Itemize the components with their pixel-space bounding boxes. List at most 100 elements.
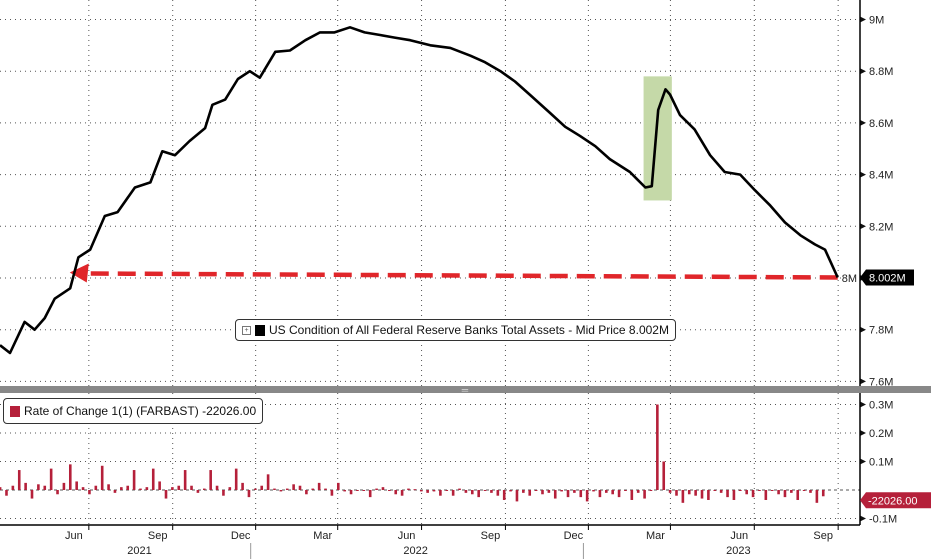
roc-bar <box>547 490 551 493</box>
roc-bar <box>68 464 72 490</box>
roc-bar <box>113 490 117 493</box>
roc-bar <box>349 490 353 495</box>
roc-bar <box>388 490 391 491</box>
roc-bar <box>362 490 366 491</box>
roc-bar <box>279 490 283 492</box>
roc-bar <box>49 468 53 490</box>
tick-arrow-icon <box>860 378 866 385</box>
roc-bar <box>604 490 608 493</box>
roc-bar <box>707 490 710 500</box>
y-tick-label: 8.2M <box>869 221 893 233</box>
roc-bar <box>330 490 334 496</box>
main-legend[interactable]: + US Condition of All Federal Reserve Ba… <box>235 319 676 341</box>
roc-bar <box>413 489 417 491</box>
roc-bar <box>809 490 812 493</box>
roc-bar <box>502 490 506 500</box>
roc-bar <box>656 404 659 490</box>
roc-bar <box>139 488 142 490</box>
roc-bar <box>381 487 385 490</box>
axes: 9M 8.8M 8.6M 8.4M 8.2M 8M 7.8M 7.6M 0.3M 0.2M 0.1M… <box>0 0 931 526</box>
highlight-box <box>643 76 672 201</box>
roc-bar <box>120 487 123 490</box>
roc-bar <box>458 488 461 490</box>
roc-bar <box>815 490 819 503</box>
roc-bar <box>394 490 398 495</box>
roc-bar <box>266 474 270 490</box>
roc-bar <box>630 490 634 500</box>
roc-bar <box>400 490 404 496</box>
roc-bar <box>509 490 512 492</box>
series-swatch <box>255 324 265 336</box>
roc-bar <box>126 485 130 490</box>
roc-bar <box>228 487 232 490</box>
roc-bar <box>145 487 149 490</box>
roc-bar <box>694 490 697 496</box>
tick-arrow-icon <box>860 401 866 408</box>
resize-handle-icon[interactable]: ═ <box>461 385 469 395</box>
roc-bar <box>17 470 21 490</box>
roc-bar <box>62 482 66 490</box>
y-tick-label: 8M <box>842 273 857 285</box>
rate-of-change-bars <box>0 404 825 503</box>
roc-bar <box>643 490 646 499</box>
tick-arrow-icon <box>860 16 866 23</box>
roc-bar <box>0 487 2 490</box>
roc-bar <box>802 490 806 491</box>
roc-bar <box>483 490 487 491</box>
roc-bar <box>783 490 787 498</box>
y-tick-label: 0.2M <box>869 428 893 440</box>
roc-bar <box>636 490 640 493</box>
roc-bar <box>573 490 576 493</box>
roc-bar <box>687 490 691 495</box>
roc-bar <box>132 470 136 490</box>
x-tick-label: Dec <box>564 530 584 542</box>
roc-bar <box>375 488 378 490</box>
roc-bar <box>611 490 614 495</box>
roc-bar <box>81 487 85 490</box>
x-axis: Jun Sep Dec Mar Jun Sep Dec Mar Jun Sep 2021 2022 20… <box>65 525 839 559</box>
roc-bar <box>719 490 723 493</box>
y-tick-label: 7.6M <box>869 376 893 388</box>
roc-bar <box>726 490 729 498</box>
roc-bar <box>700 490 704 499</box>
roc-bar <box>624 490 627 491</box>
main-legend-label: US Condition of All Federal Reserve Bank… <box>269 323 669 337</box>
roc-bar <box>292 484 295 490</box>
tick-arrow-icon <box>860 430 866 436</box>
x-tick-label: Mar <box>313 530 332 542</box>
roc-bar <box>439 490 442 496</box>
roc-bar <box>534 490 538 491</box>
roc-legend[interactable]: Rate of Change 1(1) (FARBAST) -22026.00 <box>3 398 264 424</box>
tick-arrow-icon <box>860 223 866 230</box>
y-tick-label: 0.3M <box>869 400 893 412</box>
roc-bar <box>560 490 563 492</box>
series-swatch <box>10 405 20 417</box>
roc-bar <box>234 468 238 490</box>
expand-icon[interactable]: + <box>242 325 251 335</box>
roc-bar <box>88 490 91 495</box>
roc-bar <box>649 490 653 491</box>
year-label: 2022 <box>403 545 427 557</box>
last-value-label: 8.002M <box>869 272 906 284</box>
roc-last-value-label: -22026.00 <box>868 495 918 507</box>
roc-last-value-badge <box>860 492 931 509</box>
roc-bar <box>254 488 257 490</box>
roc-bar <box>305 490 308 495</box>
y-tick-label: 0.1M <box>869 457 893 469</box>
x-tick-label: Jun <box>398 530 416 542</box>
roc-bar <box>617 490 621 498</box>
roc-bar <box>713 490 717 491</box>
roc-bar <box>43 485 47 490</box>
roc-bar <box>164 490 168 499</box>
roc-bar <box>56 490 59 495</box>
roc-bar <box>5 490 8 496</box>
roc-bar <box>675 490 678 496</box>
roc-bar <box>100 465 104 490</box>
roc-bar <box>419 490 423 492</box>
roc-bar <box>75 481 78 490</box>
roc-bar <box>681 490 685 503</box>
roc-legend-label: Rate of Change 1(1) (FARBAST) -22026.00 <box>24 404 257 418</box>
roc-bar <box>241 482 244 490</box>
panel-divider <box>0 386 931 393</box>
roc-bar <box>553 490 557 499</box>
